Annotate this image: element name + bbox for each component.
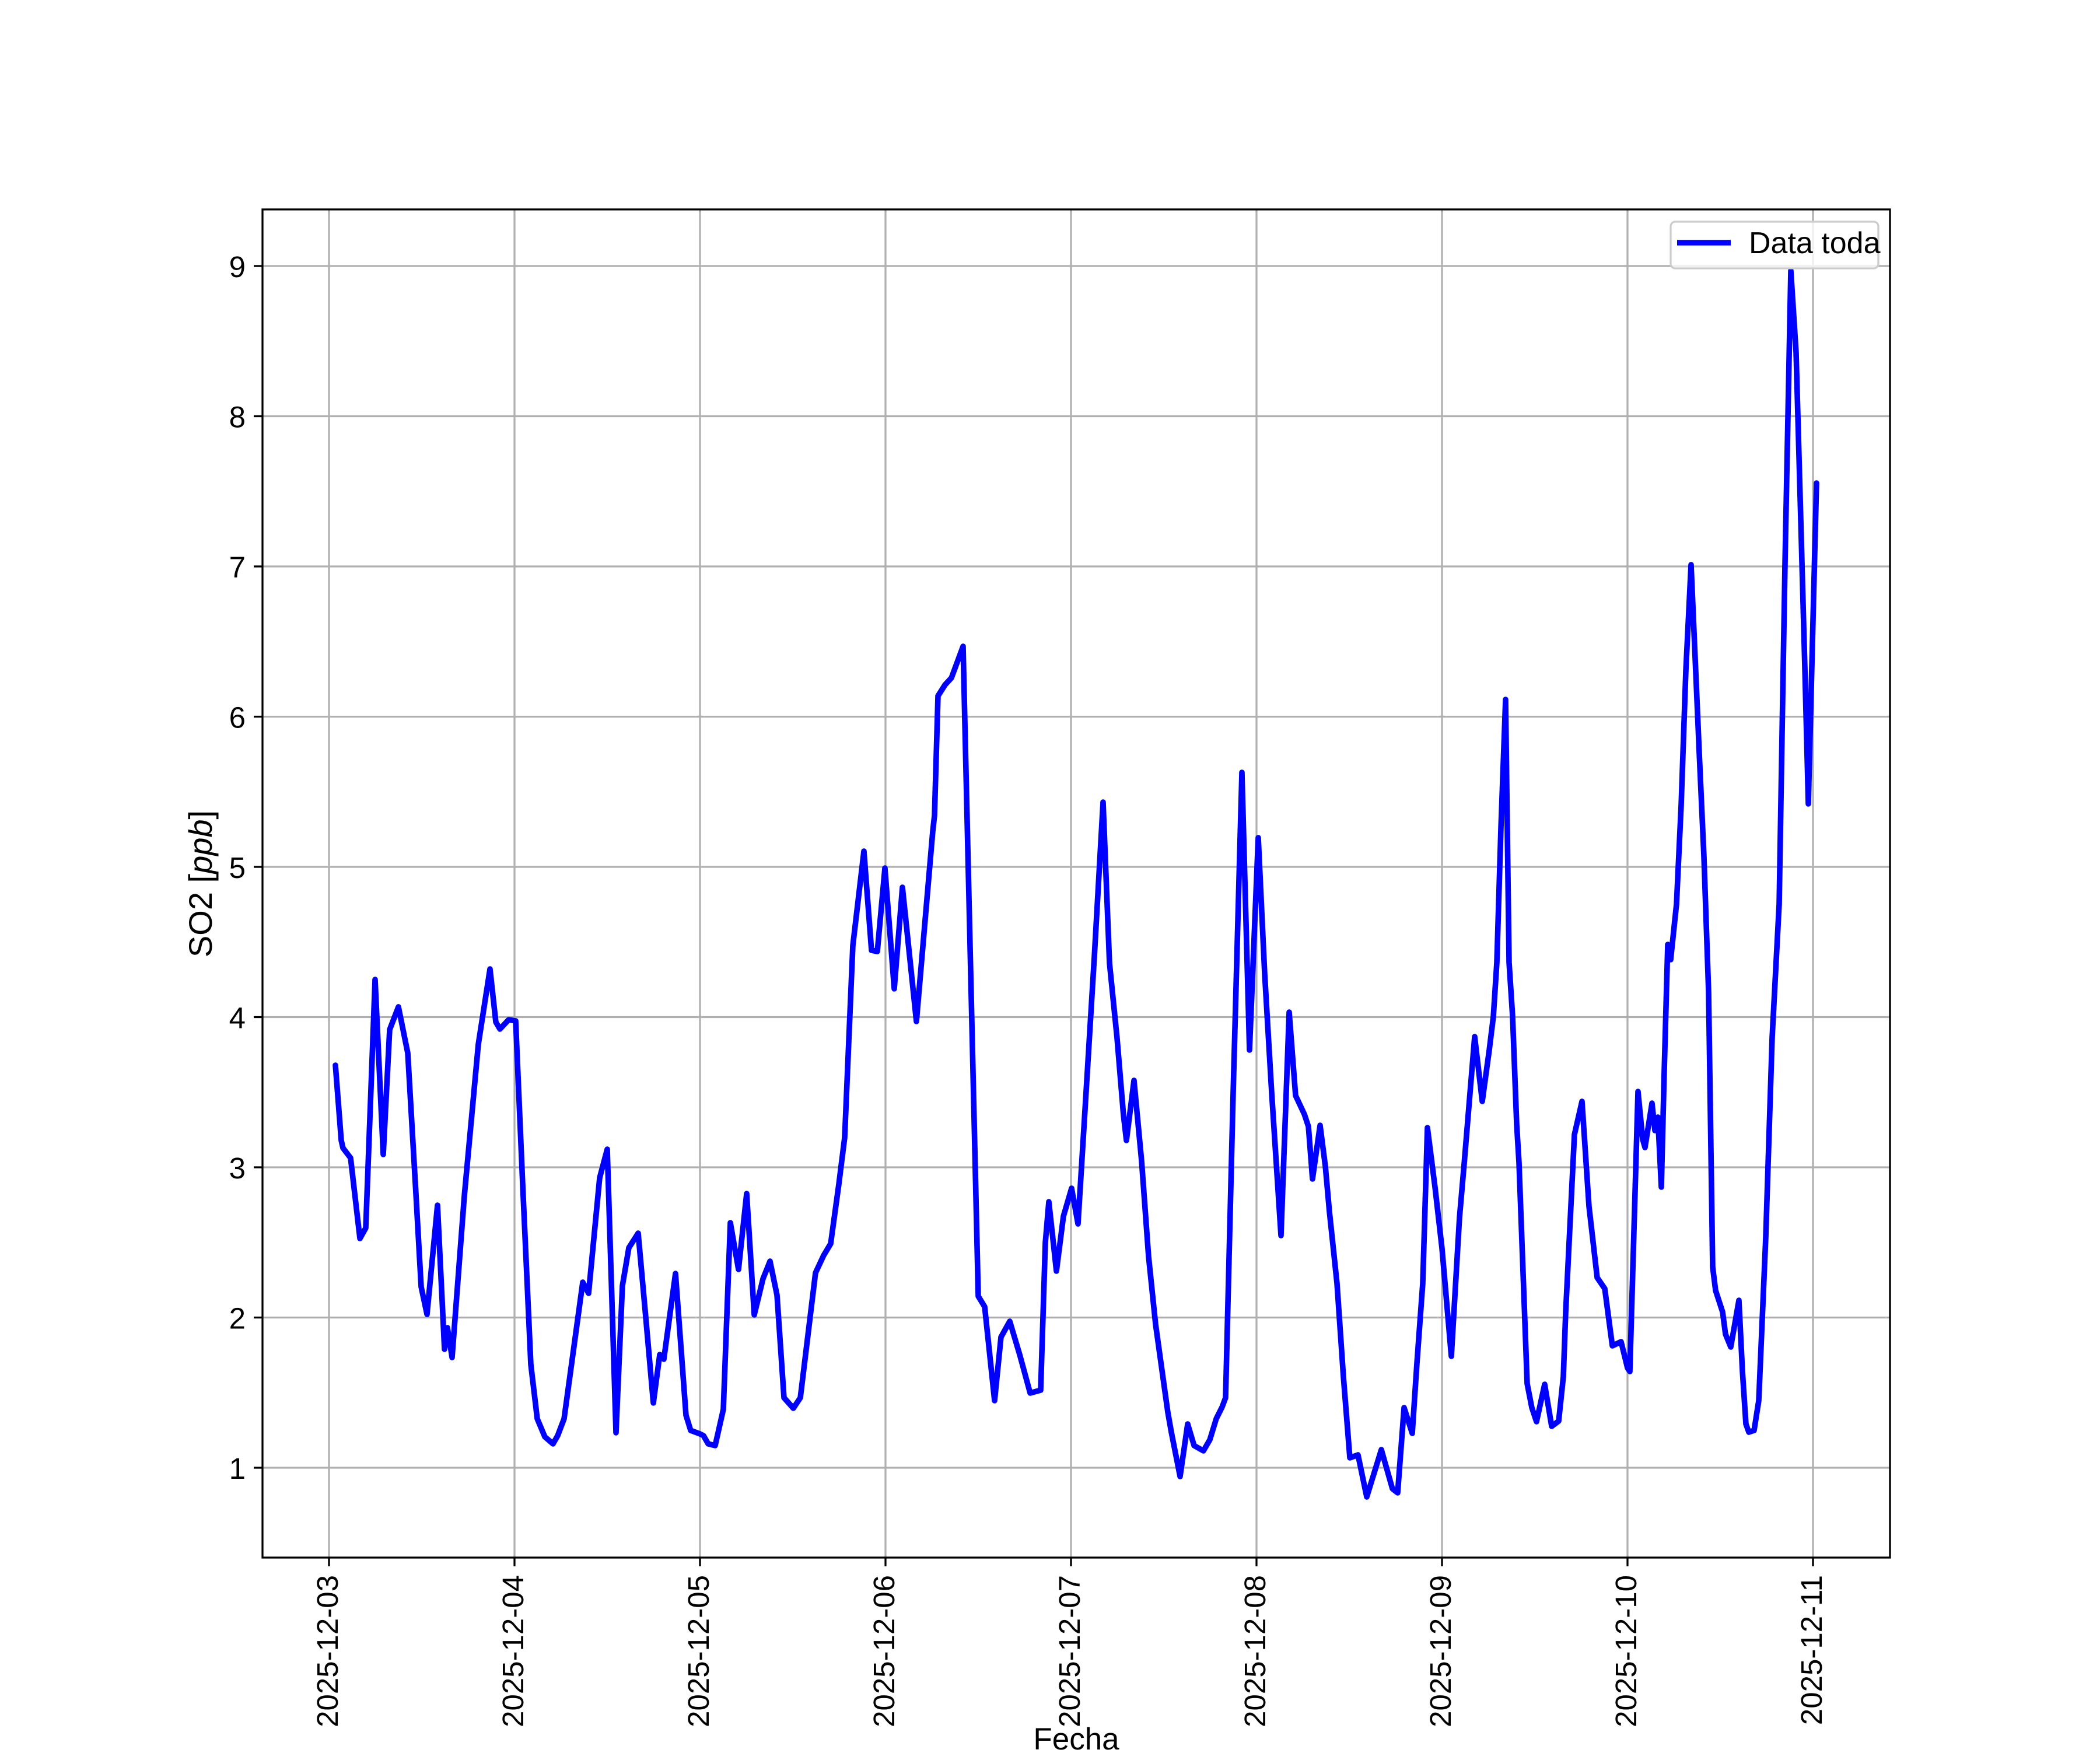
svg-text:2025-12-05: 2025-12-05 [682,1575,715,1727]
svg-text:2025-12-10: 2025-12-10 [1609,1575,1643,1727]
svg-text:2: 2 [229,1302,246,1335]
svg-text:2025-12-08: 2025-12-08 [1238,1575,1272,1727]
svg-text:SO2 [ppb]: SO2 [ppb] [182,810,219,957]
svg-text:8: 8 [229,401,246,434]
svg-text:5: 5 [229,851,246,884]
svg-text:Fecha: Fecha [1033,1722,1119,1750]
svg-text:2025-12-03: 2025-12-03 [311,1575,344,1727]
svg-text:3: 3 [229,1152,246,1185]
svg-text:2025-12-11: 2025-12-11 [1795,1575,1828,1725]
svg-text:2025-12-07: 2025-12-07 [1053,1575,1086,1727]
svg-text:Data toda: Data toda [1749,226,1881,260]
svg-text:2025-12-09: 2025-12-09 [1424,1575,1457,1727]
svg-text:1: 1 [229,1452,246,1485]
svg-text:4: 4 [229,1002,246,1035]
svg-text:2025-12-04: 2025-12-04 [496,1575,530,1727]
svg-text:7: 7 [229,551,246,584]
svg-text:2025-12-06: 2025-12-06 [867,1575,901,1727]
svg-text:6: 6 [229,701,246,734]
svg-text:9: 9 [229,250,246,284]
